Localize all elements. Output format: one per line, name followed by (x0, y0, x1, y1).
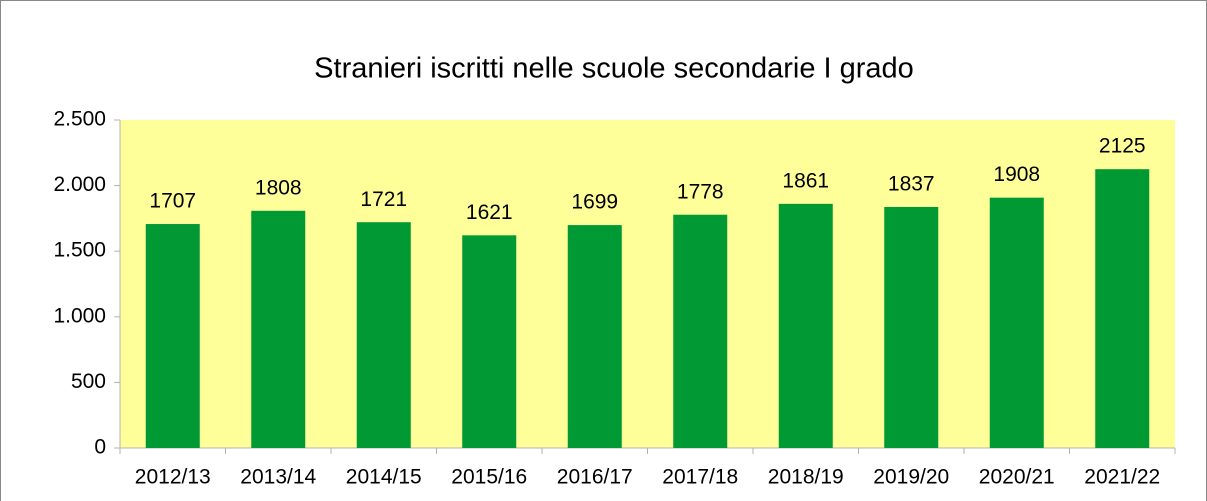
y-tick-label: 1.000 (53, 304, 106, 327)
data-label: 1707 (149, 190, 196, 213)
data-label: 1908 (993, 163, 1040, 186)
data-label: 1621 (466, 201, 513, 224)
x-tick-label: 2021/22 (1084, 466, 1160, 489)
y-tick-label: 0 (94, 436, 106, 459)
x-tick-label: 2014/15 (346, 466, 422, 489)
bar (567, 225, 622, 448)
x-tick-label: 2015/16 (451, 466, 527, 489)
data-label: 1808 (255, 176, 302, 199)
y-tick-label: 1.500 (53, 239, 106, 262)
bar (884, 206, 939, 448)
data-label: 1778 (677, 180, 724, 203)
x-tick-label: 2012/13 (135, 466, 211, 489)
data-label: 2125 (1099, 135, 1146, 158)
x-tick-label: 2016/17 (557, 466, 633, 489)
x-tick-label: 2019/20 (873, 466, 949, 489)
data-label: 1861 (782, 169, 829, 192)
data-label: 1699 (571, 191, 618, 214)
x-tick-label: 2020/21 (979, 466, 1055, 489)
data-label: 1721 (360, 188, 407, 211)
bar (673, 214, 728, 448)
bar (251, 210, 306, 448)
bar (1095, 169, 1150, 448)
x-tick-label: 2018/19 (768, 466, 844, 489)
bar (778, 203, 833, 448)
chart-title: Stranieri iscritti nelle scuole secondar… (314, 53, 914, 85)
y-tick-label: 500 (71, 370, 106, 393)
bar (462, 235, 517, 448)
bar (989, 197, 1044, 448)
bar (356, 222, 411, 448)
data-label: 1837 (888, 173, 935, 196)
bar (145, 224, 200, 448)
y-tick-label: 2.500 (53, 108, 106, 131)
x-tick-label: 2017/18 (662, 466, 738, 489)
y-tick-label: 2.000 (53, 173, 106, 196)
x-tick-label: 2013/14 (240, 466, 316, 489)
